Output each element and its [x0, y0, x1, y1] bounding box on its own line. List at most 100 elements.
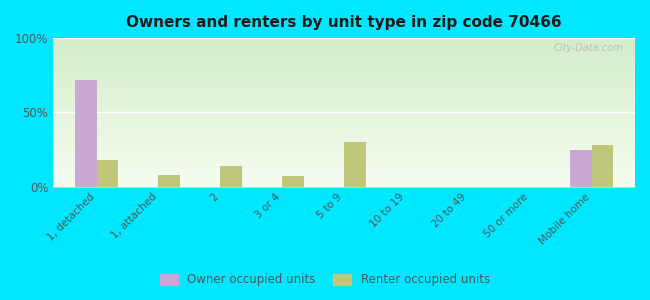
Bar — [53, 105, 635, 106]
Bar — [53, 141, 635, 142]
Bar — [53, 42, 635, 43]
Bar — [53, 96, 635, 97]
Bar — [53, 93, 635, 94]
Bar — [53, 180, 635, 181]
Title: Owners and renters by unit type in zip code 70466: Owners and renters by unit type in zip c… — [126, 15, 562, 30]
Bar — [53, 169, 635, 170]
Bar — [53, 49, 635, 50]
Bar — [53, 136, 635, 137]
Bar — [53, 129, 635, 130]
Bar — [53, 66, 635, 67]
Bar — [53, 153, 635, 154]
Bar — [53, 154, 635, 155]
Bar — [53, 82, 635, 83]
Bar — [53, 79, 635, 80]
Bar — [53, 168, 635, 169]
Bar — [53, 91, 635, 92]
Bar — [53, 71, 635, 72]
Bar — [53, 146, 635, 147]
Bar — [53, 158, 635, 159]
Bar — [53, 73, 635, 74]
Bar — [53, 100, 635, 101]
Bar — [53, 41, 635, 42]
Bar — [53, 171, 635, 172]
Bar — [53, 118, 635, 119]
Bar — [53, 176, 635, 177]
Bar — [159, 175, 180, 187]
Bar — [53, 167, 635, 168]
Bar — [53, 145, 635, 146]
Bar — [53, 106, 635, 107]
Bar — [53, 92, 635, 93]
Bar — [282, 176, 304, 187]
Bar — [53, 103, 635, 104]
Bar — [53, 89, 635, 90]
Bar — [53, 165, 635, 166]
Bar — [53, 147, 635, 148]
Bar — [53, 184, 635, 185]
Bar — [53, 53, 635, 54]
Bar — [53, 142, 635, 143]
Bar — [53, 50, 635, 51]
Bar — [97, 160, 118, 187]
Bar — [53, 182, 635, 183]
Bar — [53, 159, 635, 160]
Bar — [53, 104, 635, 105]
Bar — [53, 138, 635, 139]
Bar — [53, 68, 635, 69]
Bar — [53, 150, 635, 151]
Bar — [53, 61, 635, 62]
Bar — [53, 115, 635, 116]
Bar — [53, 122, 635, 123]
Bar — [53, 78, 635, 79]
Bar — [53, 74, 635, 75]
Bar — [220, 166, 242, 187]
Bar — [53, 72, 635, 73]
Bar — [53, 69, 635, 70]
Bar — [53, 85, 635, 86]
Bar — [53, 67, 635, 68]
Bar — [53, 55, 635, 56]
Bar — [53, 102, 635, 103]
Bar — [53, 77, 635, 78]
Bar — [53, 123, 635, 124]
Legend: Owner occupied units, Renter occupied units: Owner occupied units, Renter occupied un… — [155, 269, 495, 291]
Bar — [53, 133, 635, 134]
Bar — [53, 99, 635, 100]
Bar — [53, 148, 635, 149]
Bar — [53, 38, 635, 39]
Bar — [53, 185, 635, 186]
Bar — [53, 56, 635, 57]
Bar — [53, 90, 635, 91]
Bar — [53, 170, 635, 171]
Bar — [53, 61, 635, 62]
Bar — [570, 149, 592, 187]
Bar — [53, 62, 635, 63]
Bar — [53, 64, 635, 65]
Bar — [344, 142, 366, 187]
Bar — [53, 172, 635, 173]
Bar — [53, 161, 635, 162]
Bar — [53, 127, 635, 128]
Bar — [53, 139, 635, 140]
Bar — [53, 44, 635, 45]
Bar — [53, 175, 635, 176]
Bar — [53, 84, 635, 85]
Bar — [53, 177, 635, 178]
Bar — [53, 97, 635, 98]
Bar — [53, 39, 635, 40]
Bar — [53, 164, 635, 165]
Bar — [53, 178, 635, 179]
Bar — [53, 60, 635, 61]
Bar — [53, 128, 635, 129]
Bar — [53, 54, 635, 55]
Bar — [53, 113, 635, 114]
Bar — [53, 57, 635, 58]
Bar — [53, 135, 635, 136]
Bar — [53, 70, 635, 71]
Bar — [53, 87, 635, 88]
Bar — [53, 80, 635, 81]
Bar — [53, 114, 635, 115]
Bar — [53, 137, 635, 138]
Bar — [53, 125, 635, 126]
